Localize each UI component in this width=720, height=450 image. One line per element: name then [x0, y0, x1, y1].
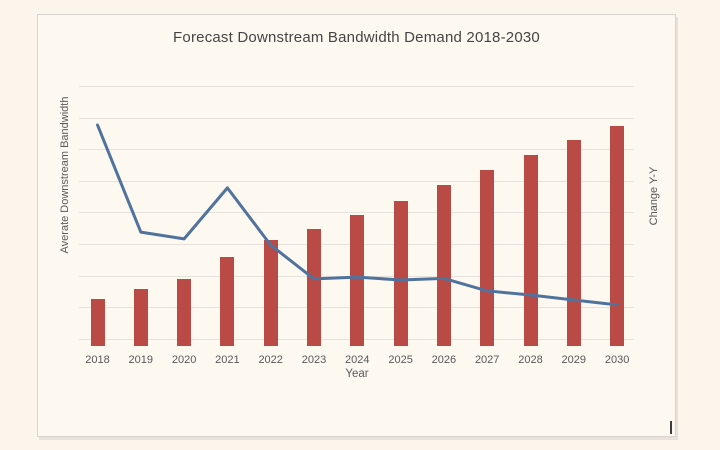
- x-tick-label-2023: 2023: [301, 354, 327, 366]
- bar-2027: [480, 169, 495, 346]
- x-tick-label-2022: 2022: [258, 354, 283, 366]
- bar-2023: [307, 229, 321, 346]
- bar-2020: [177, 278, 192, 346]
- x-tick-label-2029: 2029: [561, 354, 587, 366]
- x-tick-label-2030: 2030: [604, 354, 630, 366]
- right-axis-title: Change Y-Y: [648, 166, 660, 226]
- x-tick-label-2019: 2019: [128, 354, 154, 366]
- chart-title: Forecast Downstream Bandwidth Demand 201…: [173, 29, 540, 46]
- gridline: [79, 212, 634, 214]
- bar-2018: [90, 298, 105, 346]
- bar-2025: [393, 200, 408, 346]
- x-axis-title: Year: [345, 368, 369, 380]
- bar-2029: [566, 140, 581, 346]
- bar-2022: [263, 239, 278, 346]
- change-line-layer: [96, 123, 619, 307]
- x-tick-label-2020: 2020: [171, 354, 197, 366]
- frame-corner-mark: [670, 421, 672, 434]
- x-tick-label-2026: 2026: [431, 354, 457, 366]
- gridline: [79, 149, 634, 151]
- bar-2028: [523, 154, 538, 346]
- change-line: [96, 123, 619, 307]
- x-tick-label-2024: 2024: [345, 354, 370, 366]
- bar-2030: [610, 126, 625, 346]
- x-tick-label-2018: 2018: [85, 354, 110, 366]
- plot-area: 2018 2019 2020 2021 2022 2023 2024 2025 2026 2027…: [79, 86, 634, 366]
- x-tick-label-2021: 2021: [215, 354, 240, 366]
- bar-2024: [350, 214, 365, 346]
- x-tick-label-2025: 2025: [388, 354, 413, 366]
- bar-2021: [220, 257, 235, 346]
- x-tick-label-2028: 2028: [518, 354, 543, 366]
- bar-2026: [436, 185, 451, 346]
- left-axis-title: Averate Downstream Bandwidth: [59, 96, 71, 254]
- gridline: [79, 86, 634, 87]
- chart-frame: Forecast Downstream Bandwidth Demand 201…: [37, 14, 676, 437]
- bar-2019: [133, 289, 148, 346]
- x-tick-label-2027: 2027: [474, 354, 500, 366]
- gridline: [79, 117, 634, 119]
- gridline: [79, 180, 634, 182]
